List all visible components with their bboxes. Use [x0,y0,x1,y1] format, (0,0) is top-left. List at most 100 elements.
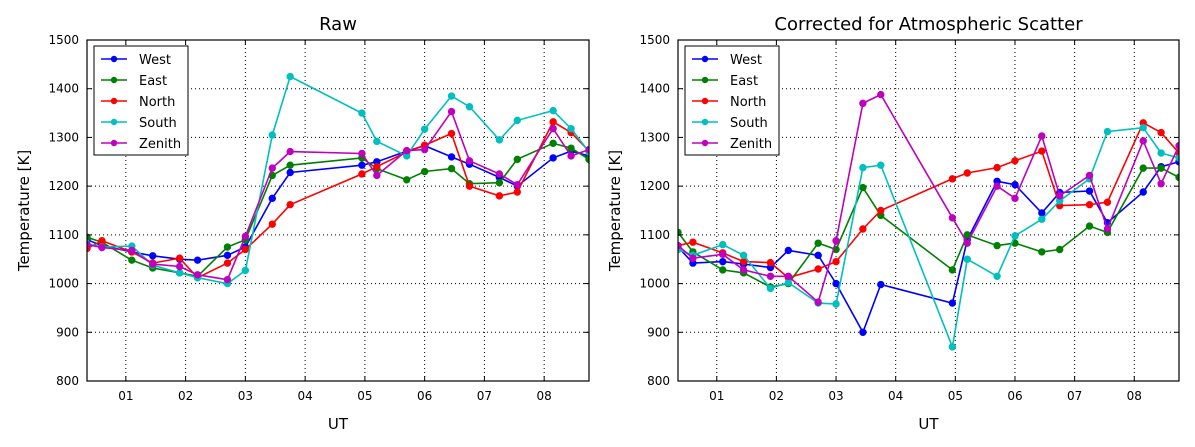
data-point-north [877,206,885,215]
data-point-south [948,343,957,351]
data-point-zenith [719,250,727,259]
data-point-zenith [447,107,456,116]
data-point-zenith [268,164,276,172]
data-point-north [465,182,474,190]
data-point-zenith [465,157,474,165]
data-point-zenith [128,246,136,255]
data-point-north [241,245,250,254]
chart-title: Corrected for Atmospheric Scatter [774,14,1083,35]
data-point-east [128,256,136,264]
data-point-east [1157,164,1165,172]
legend-item-south: South [101,116,177,131]
data-point-zenith [678,241,682,250]
plot-area [678,90,1179,351]
data-point-south [859,163,867,172]
data-point-south [1038,215,1046,223]
data-point-west [223,251,232,260]
y-tick-label: 1200 [48,179,79,193]
x-tick-label: 03 [828,389,843,403]
chart-title: Raw [319,14,357,35]
series-line-east [678,167,1179,288]
data-point-west [358,161,366,169]
x-tick-label: 07 [477,389,492,403]
data-point-east [223,243,232,251]
data-point-west [549,154,557,162]
data-point-north [766,258,775,267]
legend-label: East [730,74,758,89]
x-tick-label: 06 [1007,389,1022,403]
data-point-south [567,124,575,133]
data-point-south [1103,127,1112,136]
data-point-north [447,129,456,138]
y-tick-label: 1000 [48,277,79,291]
data-point-south [495,136,504,144]
data-point-south [268,131,276,139]
data-point-zenith [1085,171,1094,180]
data-point-north [1011,157,1019,165]
data-point-south [447,92,456,100]
data-point-east [549,139,557,147]
data-point-south [420,125,429,133]
y-axis-label: Temperature [K] [15,150,33,272]
y-tick-label: 1500 [48,33,79,47]
x-tick-label: 01 [118,389,133,403]
data-point-south [719,240,727,249]
data-point-west [193,256,202,264]
legend-marker [110,55,118,63]
data-point-east [1175,173,1179,182]
data-point-west [268,194,276,203]
data-point-zenith [549,124,557,133]
data-point-west [784,246,793,255]
data-point-east [678,228,682,237]
legend-marker [110,76,118,84]
data-point-zenith [766,272,775,280]
data-point-east [420,167,429,176]
y-tick-label: 1300 [639,130,670,144]
legend-marker [110,139,118,147]
data-point-zenith [993,182,1001,190]
data-point-west [948,299,957,307]
data-point-east [719,266,727,274]
legend-item-west: West [101,53,171,68]
data-point-zenith [1056,192,1064,200]
series-line-south [678,126,1179,350]
data-point-north [513,188,521,196]
y-tick-label: 1500 [639,33,670,47]
x-tick-label: 04 [297,389,312,403]
data-point-south [241,266,250,275]
x-tick-label: 02 [178,389,193,403]
data-point-zenith [1175,142,1179,150]
data-point-north [1103,198,1112,206]
data-point-zenith [1011,194,1019,203]
legend-item-west: West [692,53,762,68]
data-point-zenith [358,149,366,158]
legend-marker [701,139,709,147]
data-point-zenith [403,146,411,155]
data-point-east [286,161,294,169]
data-point-south [549,106,557,115]
x-axis-label: UT [918,415,939,433]
y-tick-label: 800 [647,374,670,388]
data-point-north [98,237,106,245]
data-point-north [1157,128,1165,137]
x-tick-label: 06 [417,389,432,403]
data-point-zenith [859,99,867,108]
data-point-zenith [286,147,294,156]
y-tick-label: 1200 [639,179,670,193]
data-point-west [1139,188,1147,196]
axes-frame [86,39,590,382]
legend-label: Zenith [139,137,181,152]
legend-marker [701,97,709,105]
data-point-north [814,265,822,273]
data-point-east [495,179,504,187]
data-point-north [993,163,1001,172]
x-tick-label: 04 [888,389,903,403]
chart-raw: 01 02 03 04 05 06 07 08 800 900 1000 1100 1200 1300 14… [15,14,590,433]
legend-item-zenith: Zenith [101,137,181,152]
data-point-south [877,161,885,169]
data-point-east [948,266,957,274]
data-point-zenith [149,260,157,268]
data-point-west [1085,187,1094,195]
plot-area [87,72,589,288]
data-point-west [1038,209,1046,217]
